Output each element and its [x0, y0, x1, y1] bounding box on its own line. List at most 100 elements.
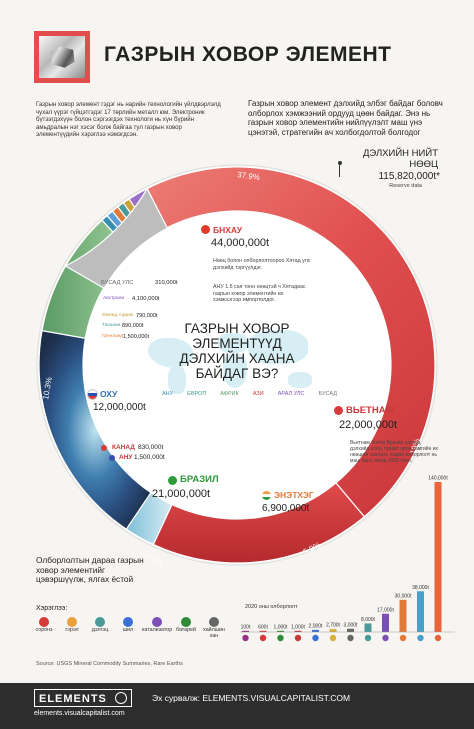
region-europe: ЕВРОП	[187, 391, 207, 397]
magnet-icon	[39, 617, 49, 627]
world-reserve-value: 115,820,000t*	[378, 171, 440, 182]
legend-items: соронз гэрэл дэлгэц шил катализатор бата…	[30, 617, 230, 639]
catalyst-icon	[152, 617, 162, 627]
china-flag	[201, 225, 210, 234]
vietnam-flag	[334, 406, 343, 415]
brazil-name: БРАЗИЛ	[180, 474, 219, 485]
production-bar	[382, 613, 389, 632]
production-bar	[347, 628, 354, 632]
header-image-frame	[34, 31, 90, 83]
mineral-image	[39, 36, 85, 78]
world-reserve-line1: ДЭЛХИЙН НИЙТ	[363, 148, 438, 159]
production-bar-flag	[277, 634, 284, 642]
vietnam-name: ВЬЕТНАМ	[346, 405, 394, 416]
canada-name: КАНАД	[112, 444, 135, 451]
india-flag	[262, 491, 271, 500]
intro-left-text: Газрын ховор элемент гэдэг нь нарийн тех…	[36, 101, 221, 139]
south-africa-name: Өмнөд Африк	[102, 313, 134, 318]
glass-icon	[123, 617, 133, 627]
world-reserve-line	[339, 165, 340, 177]
russia-value: 12,000,000t	[93, 402, 146, 413]
china-note2: АНУ 1.5 сая тонн нөөцтэй ч Хятадаас газр…	[213, 284, 306, 303]
production-bar-flag	[259, 634, 267, 642]
production-bar-flag	[294, 634, 302, 642]
production-bar	[329, 629, 337, 632]
legend-battery: батарей	[172, 617, 200, 639]
brazil-flag	[168, 476, 177, 485]
production-bar-label: 600t	[258, 624, 268, 630]
production-bar-label: 2,700t	[326, 623, 341, 629]
legend-light: гэрэл	[58, 617, 86, 639]
legend-magnet: соронз	[30, 617, 58, 639]
production-title-line3: цэвэршүүлж, ялгах ёстой	[36, 574, 134, 585]
ring-label-china: 37.9%	[237, 170, 261, 182]
production-bar-label: 140,000t	[428, 476, 448, 482]
production-bar-label: 8,000t	[361, 617, 376, 623]
india-name: ЭНЭТХЭГ	[274, 490, 314, 500]
production-bar	[312, 629, 319, 632]
russia-name: ОХУ	[100, 389, 118, 399]
tanzania-value: 890,000t	[122, 323, 144, 329]
production-bar-label: 2,000t	[309, 623, 324, 629]
others-value: 310,000t	[155, 280, 178, 286]
display-icon	[95, 617, 105, 627]
canada-value: 830,000t	[138, 444, 164, 451]
production-title: Олборлолтын дараа газрын ховор элементий…	[36, 555, 176, 585]
production-bar-flag	[364, 634, 372, 642]
production-bar-flag	[329, 634, 337, 642]
region-islands: АРАЛ УЛС	[277, 391, 305, 397]
china-value: 44,000,000t	[211, 237, 270, 249]
production-bar-label: 3,000t	[344, 622, 359, 628]
legend-title: Хэрэглээ:	[36, 605, 68, 612]
alloy-icon	[209, 617, 219, 627]
production-bar-flag	[434, 634, 442, 642]
center-title-line2: ЭЛЕМЕНТҮҮД	[192, 336, 282, 351]
greenland-name: Гренланд	[102, 334, 124, 339]
greenland-value: 1,500,000t	[123, 334, 149, 340]
production-bar-chart: 100t 600t 1,000t 1,000t 2,000t 2,700t 3,000t8,…	[240, 476, 455, 642]
world-reserve-line2: НӨӨЦ	[409, 159, 438, 170]
production-bar-flag	[242, 634, 249, 642]
intro-right-text: Газрын ховор элемент дэлхийд элбэг байда…	[248, 99, 443, 137]
source-text: Source: USGS Mineral Commodity Summaries…	[36, 661, 183, 667]
center-title: ГАЗРЫН ХОВОР ЭЛЕМЕНТҮҮД ДЭЛХИЙН ХААНА БА…	[160, 321, 314, 381]
ring-label-russia: 10.3%	[41, 376, 54, 400]
battery-icon	[181, 617, 191, 627]
usa-flag	[109, 455, 115, 461]
world-reserve-marker	[338, 161, 342, 165]
production-bar-flag	[399, 634, 407, 642]
production-bar	[242, 630, 249, 632]
production-bar-label: 17,000t	[377, 607, 394, 613]
region-africa: АФРИК	[220, 391, 239, 397]
footer-site: elements.visualcapitalist.com	[34, 710, 125, 717]
india-value: 6,900,000t	[262, 503, 310, 514]
page-title: ГАЗРЫН ХОВОР ЭЛЕМЕНТ	[104, 43, 392, 66]
south-africa-value: 790,000t	[136, 313, 158, 319]
production-bar	[294, 630, 302, 632]
production-bar-flag	[347, 634, 354, 642]
legend-catalyst: катализатор	[142, 617, 172, 639]
production-bar	[277, 630, 284, 632]
center-title-line3: ДЭЛХИЙН ХААНА	[179, 351, 295, 366]
brand-logo: ELEMENTS	[34, 689, 132, 707]
world-reserve-note: Reserve data	[389, 183, 422, 189]
region-usa: АНУ	[162, 391, 174, 397]
russia-flag	[87, 389, 98, 400]
center-title-line4: БАЙДАГ ВЭ?	[195, 366, 279, 381]
brazil-value: 21,000,000t	[152, 488, 211, 500]
production-bar	[399, 599, 407, 632]
region-others: БУСАД	[318, 391, 337, 397]
production-title-line1: Олборлолтын дараа газрын	[36, 555, 144, 565]
usa-value: 1,500,000t	[134, 454, 165, 461]
footer-credit: Эх сурвалж: ELEMENTS.VISUALCAPITALIST.CO…	[152, 693, 351, 703]
production-bar-flag	[417, 634, 424, 642]
china-name: БНХАУ	[213, 225, 243, 235]
production-title-line2: ховор элементийг	[36, 564, 106, 575]
australia-value: 4,100,000t	[132, 296, 160, 302]
region-asia: АЗИ	[252, 391, 264, 397]
china-note1: Нөөц болон олборлолтоороо Хятад улс дэлх…	[213, 258, 311, 271]
usa-name: АНУ	[119, 454, 133, 461]
legend-glass: шил	[114, 617, 142, 639]
production-bar-label: 100t	[241, 624, 251, 630]
